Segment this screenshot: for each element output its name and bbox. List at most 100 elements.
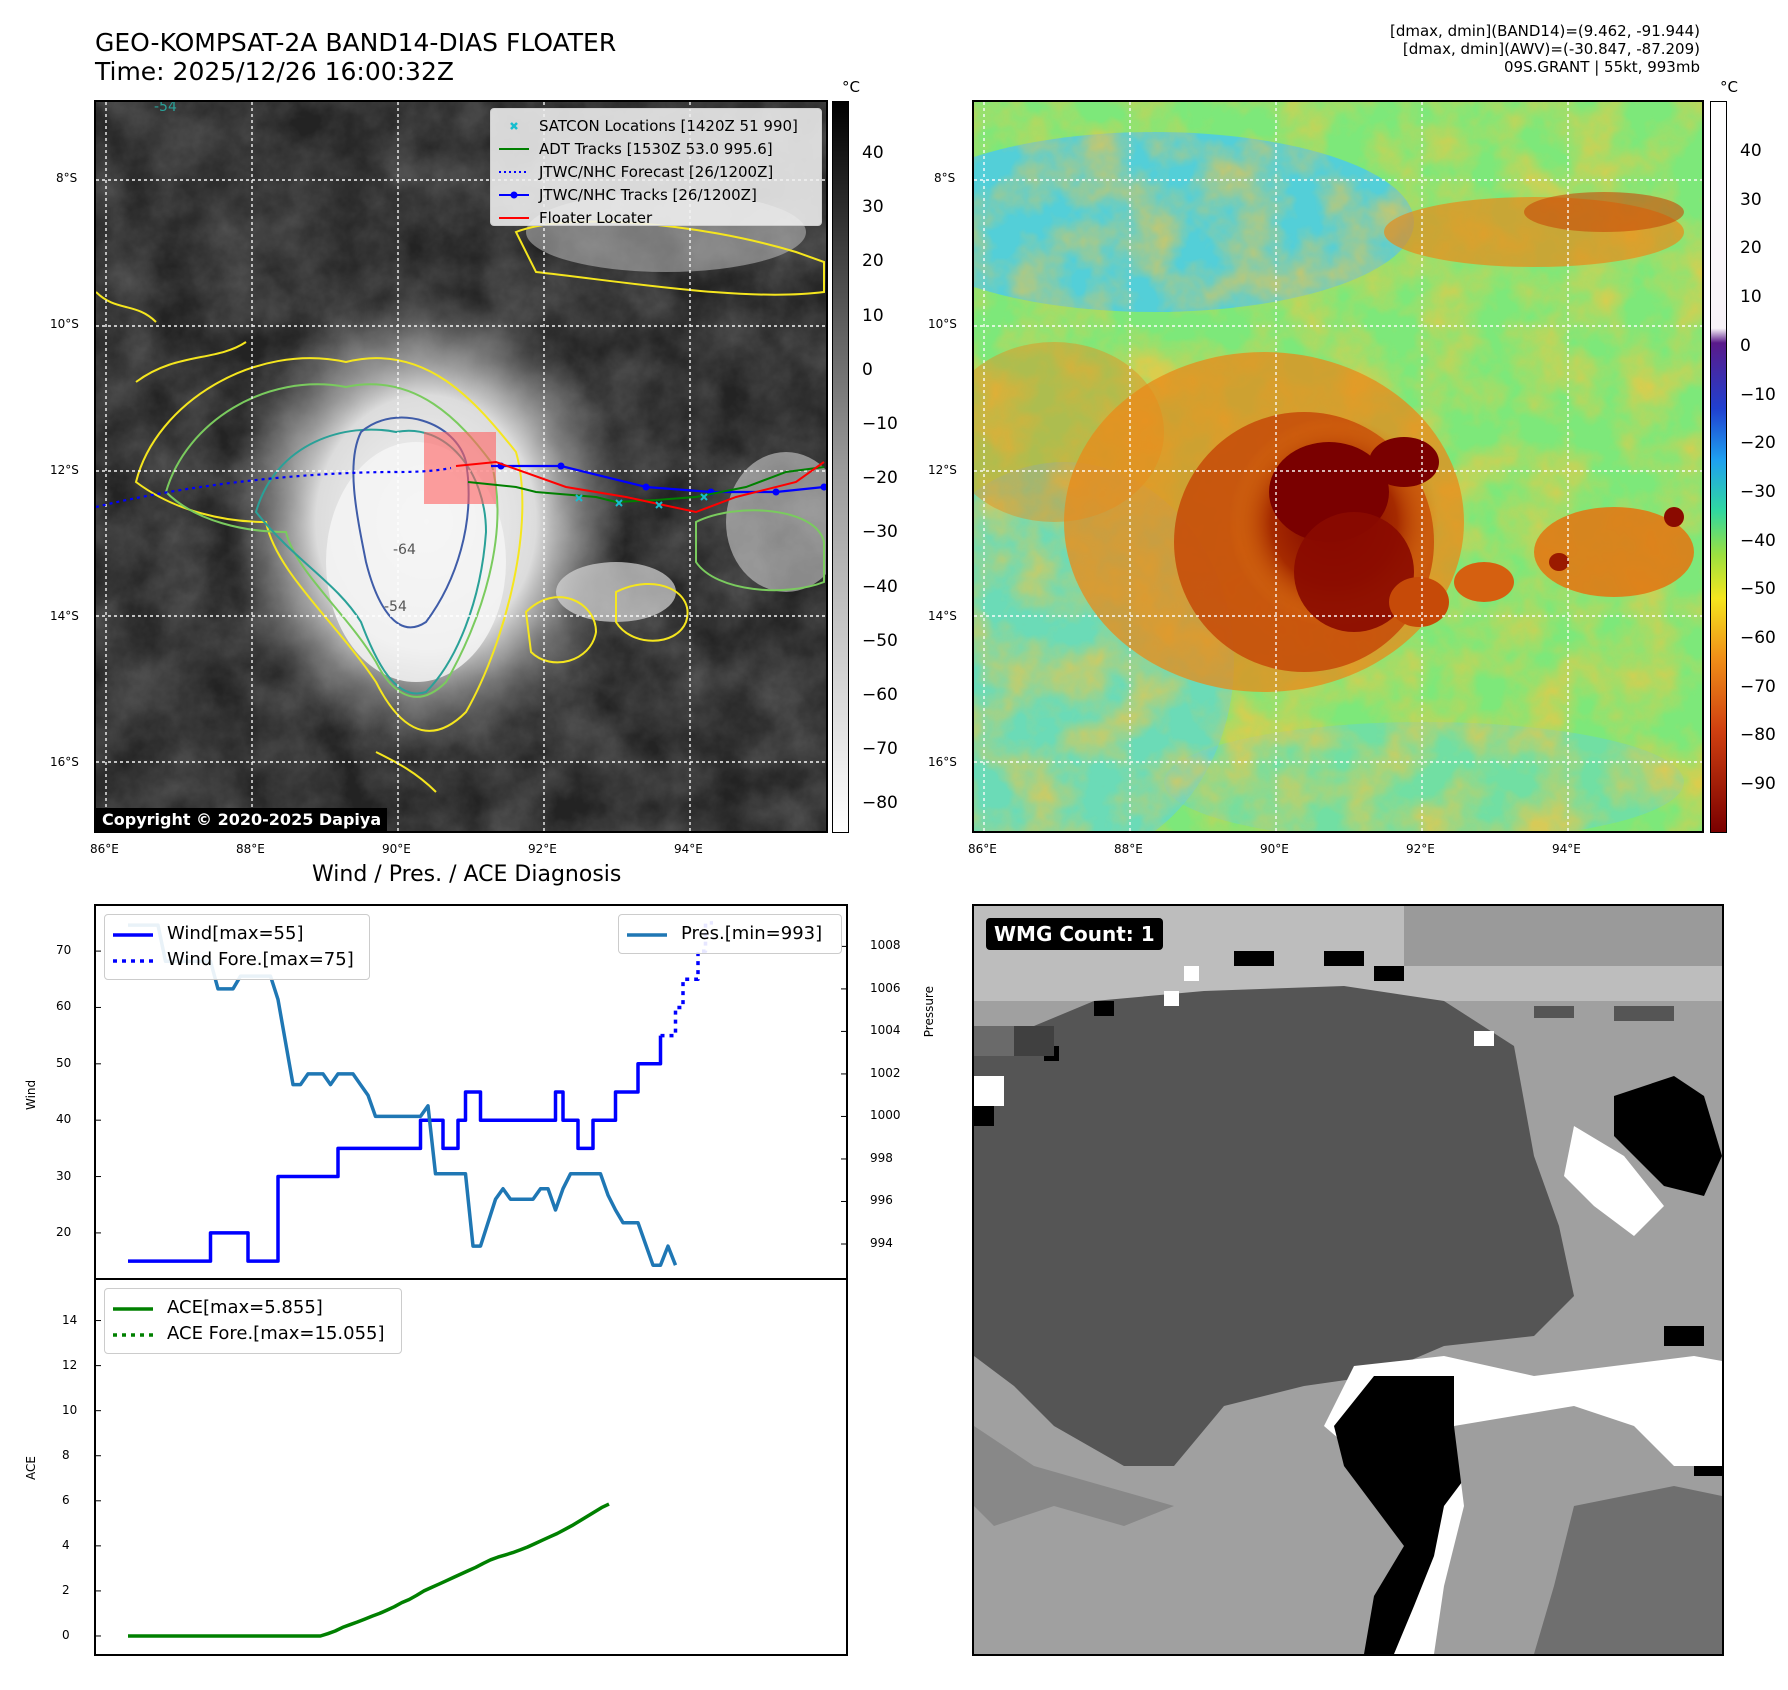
ir-colorbar-tick: 0 <box>862 359 873 380</box>
ace-axis-label: ACE <box>24 1456 38 1480</box>
pressure-tick: 996 <box>870 1193 893 1208</box>
color-colorbar-tick: −80 <box>1740 725 1776 746</box>
color-map-image <box>974 102 1702 831</box>
color-lat-tick: 14°S <box>928 609 957 623</box>
ir-lat-tick: 14°S <box>50 609 79 623</box>
legend-pres: Pres.[min=993] <box>681 923 823 944</box>
wmg-image <box>974 906 1722 1654</box>
contour-label-3: -54 <box>384 599 407 615</box>
color-colorbar <box>1710 101 1727 833</box>
ace-tick: 8 <box>62 1447 70 1462</box>
ir-lon-tick: 88°E <box>236 842 265 856</box>
pressure-tick: 994 <box>870 1235 893 1250</box>
color-lon-tick: 92°E <box>1406 842 1435 856</box>
ir-lon-tick: 94°E <box>674 842 703 856</box>
contour-label-1: -54 <box>154 100 177 115</box>
ir-lat-tick: 8°S <box>56 171 78 185</box>
color-colorbar-tick: 40 <box>1740 141 1762 161</box>
ir-lon-tick: 86°E <box>90 842 119 856</box>
wmg-count-badge: WMG Count: 1 <box>986 918 1163 950</box>
ir-lon-tick: 92°E <box>528 842 557 856</box>
color-lon-tick: 86°E <box>968 842 997 856</box>
wind-line <box>128 1035 663 1263</box>
info-awv-range: [dmax, dmin](AWV)=(-30.847, -87.209) <box>1402 40 1700 58</box>
legend-satcon: SATCON Locations [1420Z 51 990] <box>539 117 798 135</box>
pres-legend: Pres.[min=993] <box>618 914 842 954</box>
color-colorbar-tick: 10 <box>1740 287 1762 308</box>
ace-line <box>128 1502 610 1638</box>
map-legend: SATCON Locations [1420Z 51 990] ADT Trac… <box>490 108 822 227</box>
ir-colorbar-tick: −50 <box>862 630 898 651</box>
ace-legend: ACE[max=5.855] ACE Fore.[max=15.055] <box>104 1288 402 1354</box>
wind-tick: 70 <box>56 943 72 958</box>
color-colorbar-tick: 30 <box>1740 189 1762 210</box>
legend-ace: ACE[max=5.855] <box>167 1297 323 1318</box>
legend-floater: Floater Locater <box>539 209 653 227</box>
legend-jtwc-forecast: JTWC/NHC Forecast [26/1200Z] <box>539 163 774 181</box>
pres-legend-handles <box>627 933 667 937</box>
figure-time: Time: 2025/12/26 16:00:32Z <box>95 57 454 86</box>
wind-tick: 20 <box>56 1224 72 1239</box>
ir-colorbar-unit: °C <box>842 78 860 96</box>
legend-wind-forecast: Wind Fore.[max=75] <box>167 949 354 970</box>
wind-legend-handles <box>113 933 153 963</box>
ir-colorbar-tick: −30 <box>862 522 898 543</box>
ir-colorbar-tick: 20 <box>862 251 884 272</box>
color-colorbar-tick: −50 <box>1740 579 1776 600</box>
color-colorbar-tick: −90 <box>1740 774 1776 795</box>
ir-colorbar-tick: −10 <box>862 414 898 434</box>
wind-tick: 40 <box>56 1112 72 1127</box>
ace-legend-handles <box>113 1307 153 1337</box>
legend-ace-forecast: ACE Fore.[max=15.055] <box>167 1323 385 1344</box>
color-colorbar-unit: °C <box>1720 78 1738 96</box>
ir-colorbar-tick: −20 <box>862 468 898 489</box>
ir-lat-tick: 12°S <box>50 463 79 477</box>
ace-tick: 4 <box>62 1537 70 1552</box>
ir-colorbar-tick: 10 <box>862 305 884 326</box>
legend-wind: Wind[max=55] <box>167 923 304 944</box>
ir-colorbar-tick: 40 <box>862 143 884 163</box>
copyright-badge: Copyright © 2020-2025 Dapiya <box>96 808 388 831</box>
color-lat-tick: 16°S <box>928 755 957 769</box>
color-lon-tick: 90°E <box>1260 842 1289 856</box>
ir-colorbar-tick: 30 <box>862 197 884 218</box>
wind-tick: 60 <box>56 999 72 1014</box>
wind-legend: Wind[max=55] Wind Fore.[max=75] <box>104 914 370 980</box>
color-map-panel <box>972 100 1704 833</box>
contour-label-2: -64 <box>393 542 416 558</box>
info-block: [dmax, dmin](BAND14)=(9.462, -91.944) [d… <box>1390 22 1700 76</box>
pressure-tick: 1004 <box>870 1023 901 1038</box>
color-lon-tick: 88°E <box>1114 842 1143 856</box>
color-colorbar-tick: −60 <box>1740 628 1776 648</box>
wmg-panel: WMG Count: 1 <box>972 904 1724 1656</box>
color-colorbar-tick: −30 <box>1740 481 1776 502</box>
ir-colorbar-tick: −40 <box>862 576 898 597</box>
color-colorbar-tick: −40 <box>1740 530 1776 551</box>
wind-pres-plot <box>96 921 846 1267</box>
legend-jtwc-tracks: JTWC/NHC Tracks [26/1200Z] <box>539 186 757 204</box>
figure-title: GEO-KOMPSAT-2A BAND14-DIAS FLOATER <box>95 28 617 57</box>
color-lon-tick: 94°E <box>1552 842 1581 856</box>
ace-chart: ACE[max=5.855] ACE Fore.[max=15.055] <box>94 1278 848 1656</box>
wind-tick: 30 <box>56 1168 72 1183</box>
wind-pres-chart: Wind[max=55] Wind Fore.[max=75] Pres.[mi… <box>94 904 848 1280</box>
pressure-line <box>128 923 678 1267</box>
color-colorbar-tick: −70 <box>1740 676 1776 697</box>
color-colorbar-tick: 0 <box>1740 335 1751 356</box>
legend-adt: ADT Tracks [1530Z 53.0 995.6] <box>539 140 773 158</box>
ir-lon-tick: 90°E <box>382 842 411 856</box>
ir-colorbar-tick: −70 <box>862 739 898 760</box>
ir-colorbar-tick: −60 <box>862 685 898 705</box>
wind-tick: 50 <box>56 1055 72 1070</box>
ace-plot <box>96 1320 610 1638</box>
floater-box <box>424 432 496 504</box>
pressure-tick: 1006 <box>870 980 901 995</box>
wind-axis-label: Wind <box>24 1079 38 1110</box>
ir-lat-tick: 10°S <box>50 317 79 331</box>
ace-tick: 0 <box>62 1627 70 1642</box>
ace-tick: 12 <box>62 1357 78 1372</box>
info-storm: 09S.GRANT | 55kt, 993mb <box>1503 58 1700 76</box>
pressure-tick: 998 <box>870 1150 893 1165</box>
color-colorbar-tick: −20 <box>1740 433 1776 454</box>
ace-tick: 6 <box>62 1492 70 1507</box>
